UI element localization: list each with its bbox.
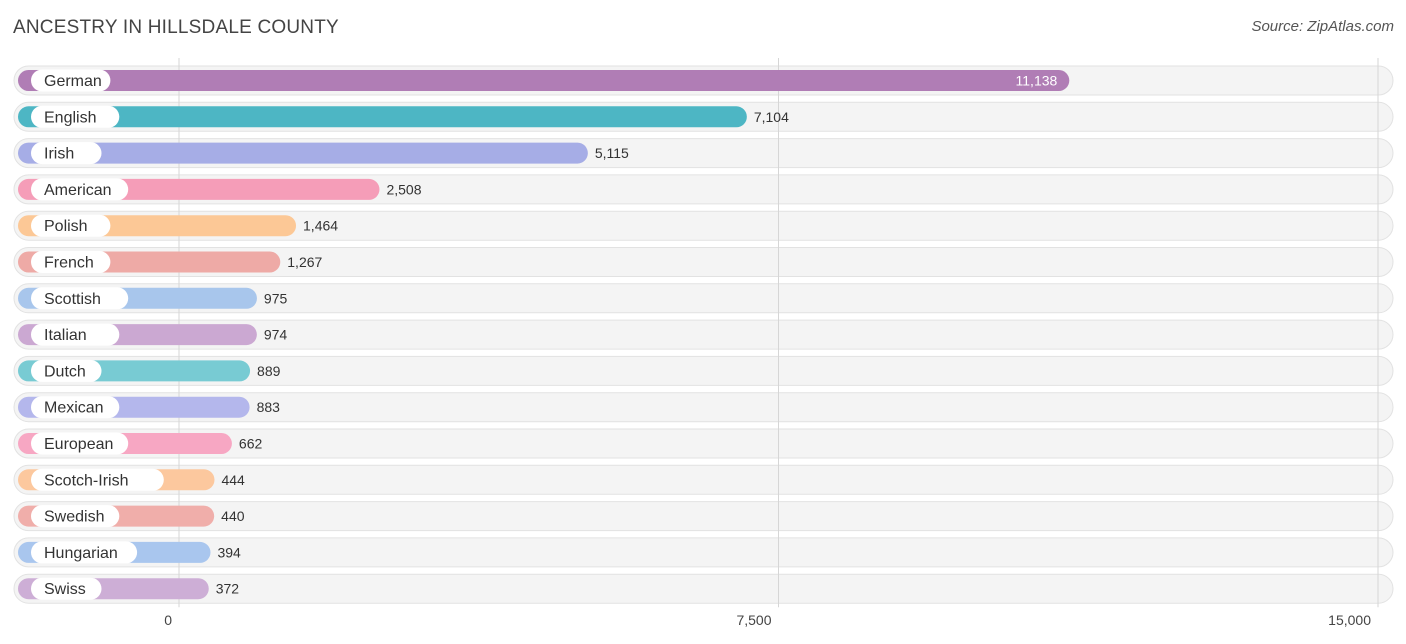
category-label-bg — [31, 432, 129, 455]
bar-group: Scotch-Irish 444 — [18, 468, 245, 491]
category-label-bg — [31, 214, 111, 237]
bar-group: English 7,104 — [18, 105, 789, 128]
bar-group: Swiss 372 — [18, 577, 240, 600]
category-label: English — [44, 109, 96, 126]
value-label: 5,115 — [595, 145, 629, 161]
x-tick-label: 15,000 — [1328, 612, 1371, 628]
bar-group: Swedish 440 — [18, 505, 245, 528]
bar-group: American 2,508 — [18, 178, 422, 201]
bar-group: Scottish 975 — [18, 287, 288, 310]
category-label: Irish — [44, 146, 74, 163]
bar-group: German 11,138 — [18, 69, 1070, 92]
category-label: Mexican — [44, 400, 104, 417]
category-label-bg — [31, 396, 120, 419]
category-label-bg — [31, 142, 102, 165]
row-background — [13, 355, 1394, 386]
row-background — [13, 247, 1394, 277]
category-label: Swedish — [44, 509, 104, 526]
category-label: Swiss — [44, 581, 86, 598]
value-label: 2,508 — [386, 181, 421, 197]
value-label: 974 — [264, 327, 288, 343]
value-label: 444 — [221, 472, 245, 488]
bar-group: Irish 5,115 — [18, 142, 629, 165]
category-label: German — [44, 73, 102, 90]
category-label: Scottish — [44, 291, 101, 308]
value-label: 975 — [264, 290, 288, 306]
category-label: European — [44, 436, 113, 453]
category-label-bg — [31, 287, 129, 310]
category-label: American — [44, 182, 112, 199]
category-label-bg — [31, 577, 102, 600]
row-background — [13, 283, 1394, 314]
bar-group: French 1,267 — [18, 251, 323, 273]
row-background — [13, 319, 1394, 350]
category-label-bg — [31, 69, 111, 92]
source-label: Source: ZipAtlas.com — [1251, 18, 1394, 35]
row-background — [13, 392, 1394, 423]
row-background — [13, 501, 1394, 532]
category-label-bg — [31, 178, 129, 201]
bar — [18, 142, 588, 164]
category-label-bg — [31, 468, 164, 491]
category-label-bg — [31, 323, 120, 346]
chart-title: ANCESTRY IN HILLSDALE COUNTY — [13, 17, 339, 38]
value-label: 7,104 — [754, 109, 789, 125]
bar-group: European 662 — [18, 432, 263, 455]
category-label-bg — [31, 359, 102, 382]
row-background — [13, 573, 1394, 604]
category-label: French — [44, 255, 94, 272]
category-label-bg — [31, 105, 120, 128]
value-label: 662 — [239, 436, 263, 452]
category-label: Polish — [44, 218, 88, 235]
value-label: 440 — [221, 508, 245, 524]
bar-group: Dutch 889 — [18, 359, 281, 382]
category-label-bg — [31, 541, 138, 564]
bars: German 11,138 English 7,104 Irish 5,115 Americ… — [18, 69, 1070, 600]
category-label: Dutch — [44, 363, 86, 380]
row-background — [13, 537, 1394, 568]
category-label: Hungarian — [44, 545, 118, 562]
value-label: 372 — [216, 581, 240, 597]
category-label: Scotch-Irish — [44, 472, 128, 489]
row-background — [13, 428, 1394, 459]
value-label: 394 — [217, 544, 241, 560]
x-tick-label: 7,500 — [736, 612, 771, 628]
value-label: 889 — [257, 363, 281, 379]
value-label: 883 — [257, 399, 281, 415]
category-label-bg — [31, 505, 120, 528]
category-label-bg — [31, 251, 111, 273]
bar-group: Mexican 883 — [18, 396, 281, 419]
x-tick-label: 0 — [164, 612, 172, 628]
row-background — [13, 210, 1394, 241]
value-label: 1,267 — [287, 254, 322, 270]
row-background — [13, 464, 1394, 495]
bar-group: Polish 1,464 — [18, 214, 338, 237]
bar — [18, 70, 1070, 91]
value-label: 1,464 — [303, 218, 338, 234]
bar-group: Hungarian 394 — [18, 541, 241, 564]
bar — [18, 106, 747, 128]
value-label: 11,138 — [1016, 73, 1058, 89]
bar-group: Italian 974 — [18, 323, 288, 346]
category-label: Italian — [44, 327, 87, 344]
